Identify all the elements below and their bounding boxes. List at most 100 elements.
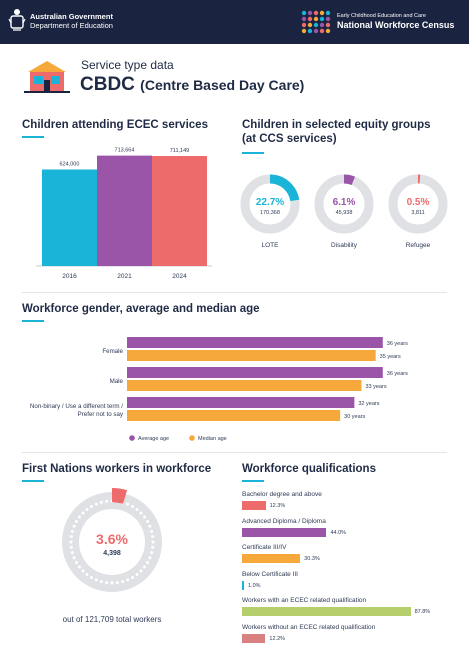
bar-2021 bbox=[97, 155, 152, 266]
ring-dot bbox=[85, 507, 89, 511]
ring-dot bbox=[151, 540, 155, 544]
workforce-age-bar-chart: 36 years 35 years Female 36 years 33 years Ma… bbox=[30, 337, 408, 442]
bar-average-age bbox=[127, 337, 383, 348]
ring-dot bbox=[139, 569, 143, 573]
ring-dot bbox=[150, 551, 154, 555]
logo-dot bbox=[325, 16, 331, 22]
category-label-line: Prefer not to say bbox=[78, 411, 124, 418]
qualification-bar bbox=[242, 501, 266, 510]
logo-dot bbox=[307, 22, 313, 28]
legend-swatch bbox=[189, 435, 195, 441]
logo-dot bbox=[319, 22, 325, 28]
ring-dot bbox=[148, 556, 152, 560]
bar-value-label: 36 years bbox=[387, 371, 408, 377]
ring-dot bbox=[70, 529, 74, 533]
qualification-label: Workers without an ECEC related qualific… bbox=[242, 623, 376, 631]
equity-title-line1: Children in selected equity groups bbox=[242, 119, 431, 131]
section-title-equity: Children in selected equity groups (at C… bbox=[242, 118, 431, 146]
logo-dot bbox=[319, 16, 325, 22]
qualification-value-label: 1.0% bbox=[248, 582, 261, 589]
first-nations-donut: 3.6% 4,398 out of 121,709 total workers bbox=[62, 488, 162, 624]
donut-percent-label: 3.6% bbox=[96, 531, 128, 547]
logo-dot bbox=[301, 16, 307, 22]
donut-percent-label: 22.7% bbox=[256, 197, 284, 208]
census-logo-icon bbox=[301, 10, 331, 34]
logo-dot bbox=[325, 22, 331, 28]
bar-2024 bbox=[152, 156, 207, 266]
category-label: Non-binary / Use a different term / Prefe… bbox=[30, 403, 124, 418]
logo-dot bbox=[313, 22, 319, 28]
logo-dot bbox=[313, 28, 319, 34]
ring-dot bbox=[131, 576, 134, 580]
bar-value-label: 33 years bbox=[365, 384, 386, 390]
category-label-line: Non-binary / Use a different term / bbox=[30, 403, 123, 410]
service-full-name: (Centre Based Day Care) bbox=[140, 77, 305, 93]
ring-dot bbox=[105, 499, 109, 503]
qualification-value-label: 12.2% bbox=[269, 635, 286, 642]
equity-title-line2: (at CCS services) bbox=[242, 133, 337, 145]
ring-dot bbox=[105, 581, 109, 585]
ring-dot bbox=[150, 529, 154, 533]
donut-caption: out of 121,709 total workers bbox=[63, 615, 162, 624]
donut-percent-label: 6.1% bbox=[333, 197, 356, 208]
ring-dot bbox=[135, 573, 139, 577]
category-label: Female bbox=[102, 348, 123, 355]
legend-label: Median age bbox=[198, 436, 227, 442]
ring-dot bbox=[148, 524, 152, 528]
ring-dot bbox=[151, 535, 155, 539]
bar-average-age bbox=[127, 367, 383, 378]
ring-dot bbox=[110, 581, 114, 585]
service-code: CBDC bbox=[80, 74, 135, 95]
legend-label: Average age bbox=[138, 436, 169, 442]
donut-count-label: 170,368 bbox=[260, 210, 280, 216]
bar-value-label: 713,664 bbox=[115, 148, 135, 154]
bar-value-label: 35 years bbox=[380, 354, 401, 360]
section-title-attending: Children attending ECEC services bbox=[22, 119, 208, 131]
header-banner: Australian Government Department of Educ… bbox=[0, 0, 469, 44]
service-title: CBDC (Centre Based Day Care) bbox=[80, 74, 304, 96]
section-rule bbox=[22, 136, 44, 138]
ring-dot bbox=[72, 556, 76, 560]
ring-dot bbox=[94, 578, 98, 582]
bar-average-age bbox=[127, 397, 355, 408]
donut-category-label: Disability bbox=[331, 242, 358, 249]
x-tick-label: 2016 bbox=[62, 273, 77, 280]
qualification-bar bbox=[242, 633, 266, 643]
section-divider bbox=[22, 292, 447, 293]
ring-dot bbox=[99, 580, 103, 584]
ring-dot bbox=[121, 580, 125, 584]
x-tick-label: 2024 bbox=[172, 273, 187, 280]
section-title-workforce: Workforce gender, average and median age bbox=[22, 303, 260, 315]
census-subtitle: Early Childhood Education and Care bbox=[337, 13, 426, 19]
attendance-bar-chart: 624,000 2016 713,664 2021 711,149 2024 bbox=[36, 148, 212, 280]
ring-dot bbox=[90, 576, 93, 580]
donut-hole bbox=[79, 509, 145, 575]
ring-dot bbox=[139, 511, 143, 515]
ring-dot bbox=[85, 573, 89, 577]
equity-donut-charts: 22.7% 170,368 LOTE 6.1% 45,938 Disability 0.5%… bbox=[240, 174, 448, 249]
ring-dot bbox=[94, 502, 98, 506]
qualification-bar bbox=[242, 527, 327, 537]
section-divider bbox=[22, 452, 447, 453]
ring-dot bbox=[77, 565, 81, 569]
bar-median-age bbox=[127, 350, 376, 361]
category-label: Male bbox=[110, 378, 124, 385]
ring-dot bbox=[151, 545, 155, 549]
section-rule bbox=[22, 320, 44, 322]
bar-value-label: 32 years bbox=[358, 401, 379, 407]
qualification-bar bbox=[242, 554, 301, 563]
ring-dot bbox=[126, 578, 130, 582]
ring-dot bbox=[69, 535, 73, 539]
logo-dot bbox=[301, 10, 307, 16]
ring-dot bbox=[135, 507, 139, 511]
logo-dot bbox=[307, 28, 313, 34]
ring-dot bbox=[126, 502, 130, 506]
x-tick-label: 2021 bbox=[117, 273, 132, 280]
bar-value-label: 624,000 bbox=[60, 161, 80, 167]
ring-dot bbox=[81, 511, 85, 515]
logo-dot bbox=[319, 10, 325, 16]
qualification-value-label: 30.3% bbox=[304, 556, 320, 562]
legend-swatch bbox=[129, 435, 135, 441]
donut-percent-label: 0.5% bbox=[407, 197, 430, 208]
ring-dot bbox=[70, 551, 74, 555]
